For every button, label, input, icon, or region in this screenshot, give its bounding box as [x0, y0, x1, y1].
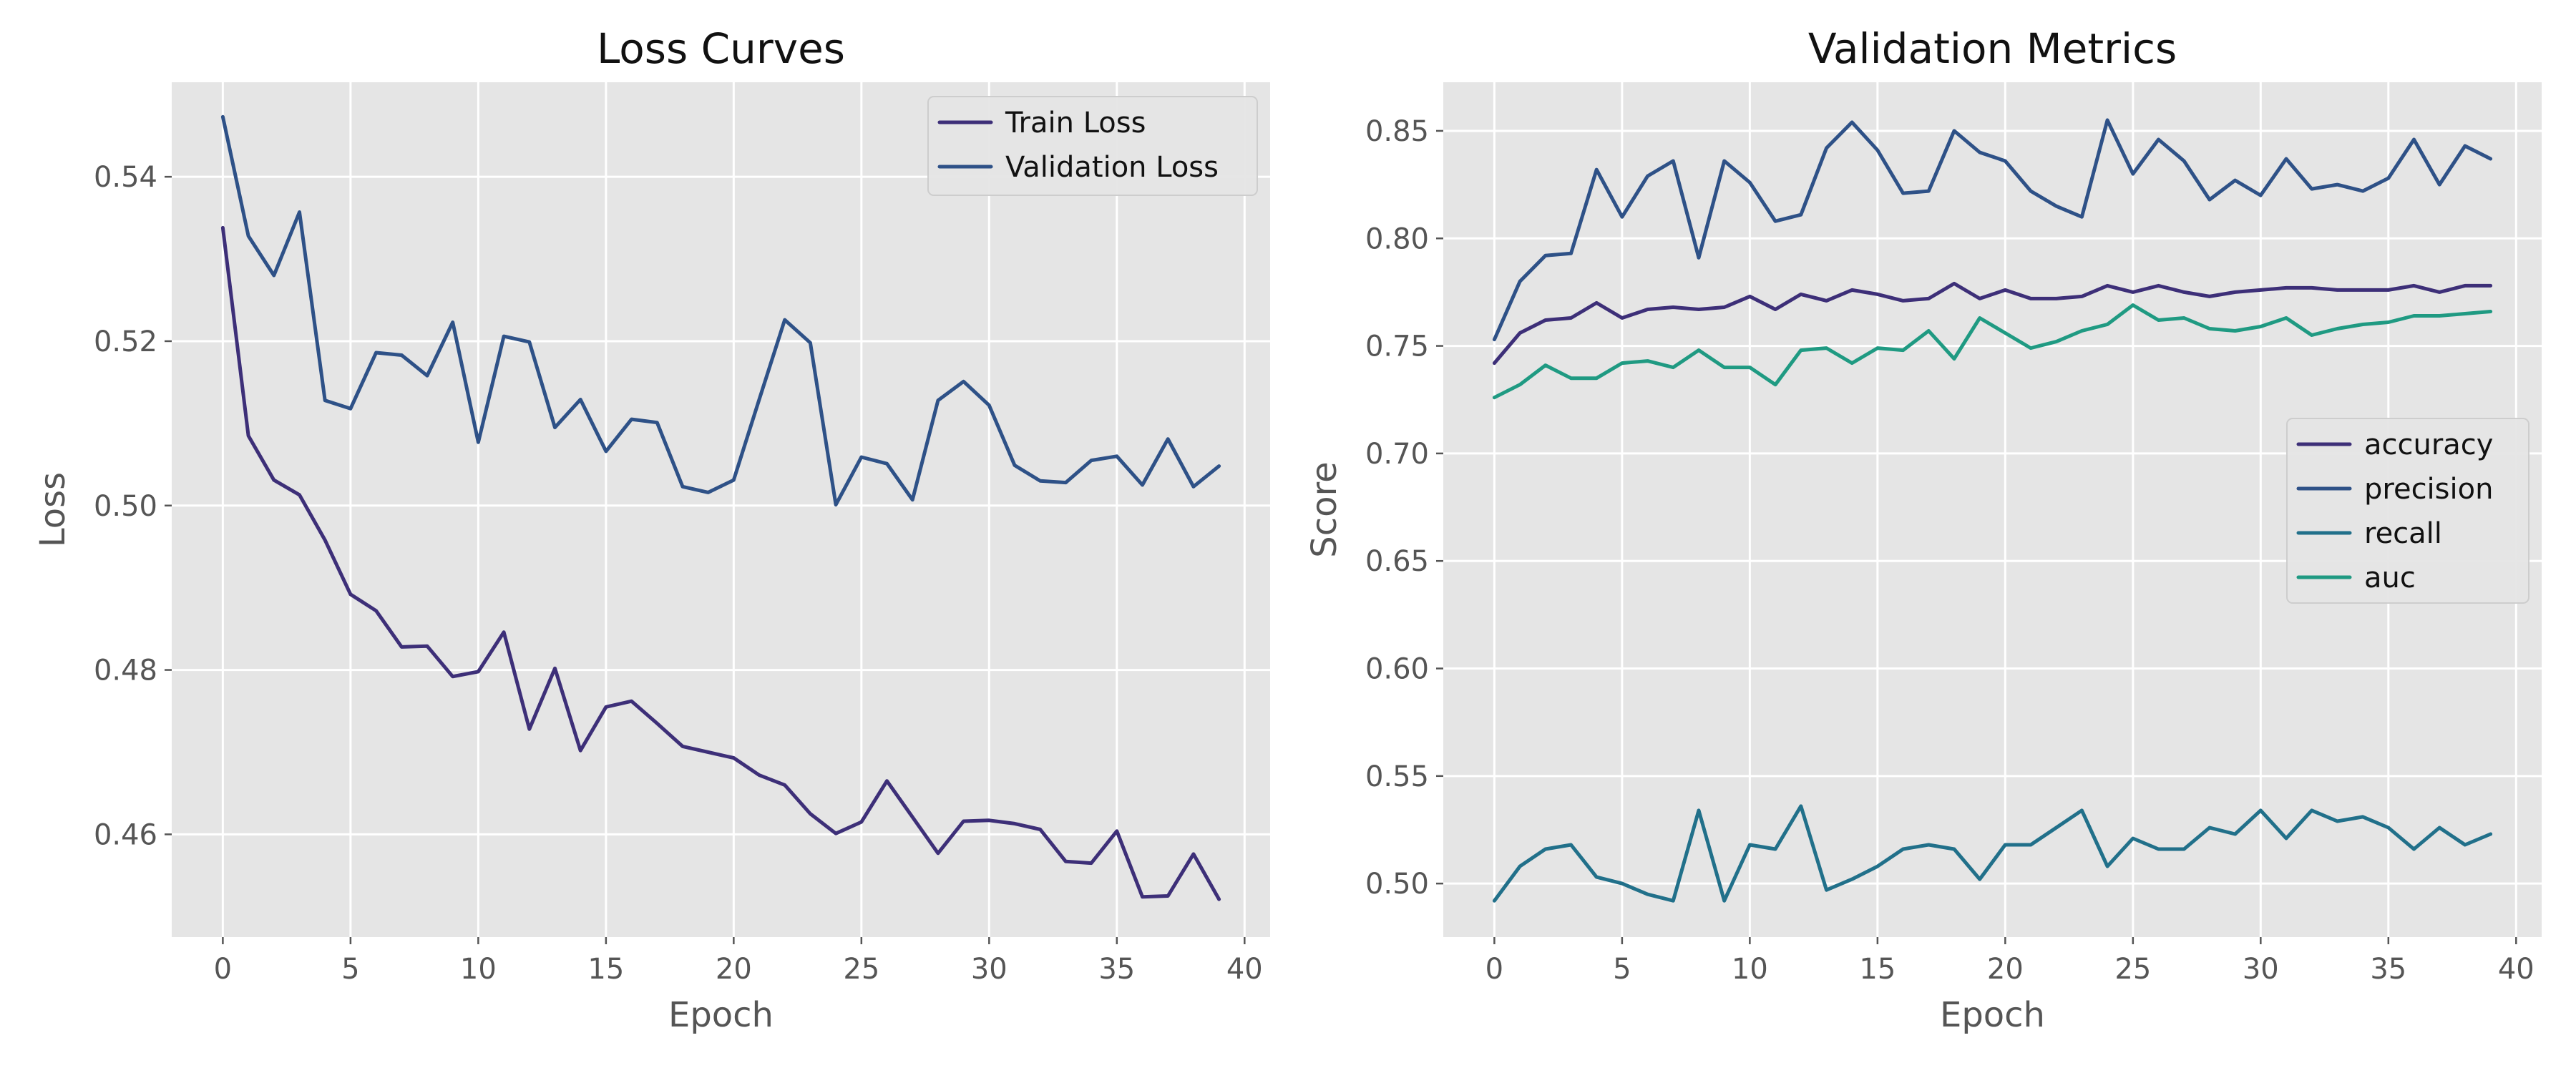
- x-tick-label: 15: [587, 953, 624, 986]
- legend-label: precision: [2364, 473, 2493, 506]
- x-tick-label: 10: [1732, 953, 1768, 986]
- y-tick-label: 0.55: [1365, 760, 1429, 793]
- legend: accuracy precision recall auc: [2286, 418, 2529, 604]
- y-tick-label: 0.52: [94, 325, 157, 358]
- y-tick-label: 0.48: [94, 655, 157, 687]
- y-tick-label: 0.80: [1365, 222, 1429, 255]
- y-tick-label: 0.65: [1365, 545, 1429, 578]
- loss-curves-chart: 0 5 10 15 20 25 30 35 40 0.46 0.48 0.50 0.52 0.54 Loss…: [33, 24, 1270, 1035]
- validation-metrics-chart: 0 5 10 15 20 25 30 35 40 0.50 0.55 0.60 0.65 0.70 0.75…: [1304, 24, 2542, 1035]
- legend-box: [927, 96, 1258, 196]
- y-tick-label: 0.50: [1365, 868, 1429, 901]
- x-tick-label: 35: [2370, 953, 2406, 986]
- x-axis-label: Epoch: [668, 995, 774, 1035]
- legend-label: auc: [2364, 562, 2416, 594]
- x-tick-label: 0: [214, 953, 232, 986]
- chart-title: Loss Curves: [597, 24, 845, 73]
- y-axis-label: Score: [1304, 461, 1345, 557]
- legend-label: accuracy: [2364, 428, 2493, 461]
- x-axis-label: Epoch: [1940, 995, 2045, 1035]
- legend-label: Validation Loss: [1005, 151, 1219, 184]
- x-tick-label: 5: [341, 953, 359, 986]
- series-line-train-loss: [220, 225, 1221, 901]
- x-tick-label: 30: [971, 953, 1008, 986]
- x-tick-label: 40: [2498, 953, 2534, 986]
- series-line-auc: [1492, 303, 2493, 400]
- y-tick-label: 0.85: [1365, 115, 1429, 148]
- x-tick-label: 10: [460, 953, 497, 986]
- y-tick-label: 0.75: [1365, 330, 1429, 363]
- x-tick-label: 40: [1226, 953, 1263, 986]
- x-tick-label: 5: [1613, 953, 1631, 986]
- x-tick-label: 25: [2114, 953, 2151, 986]
- y-tick-label: 0.54: [94, 161, 157, 194]
- x-tick-label: 25: [843, 953, 879, 986]
- legend-label: Train Loss: [1005, 107, 1146, 139]
- chart-title: Validation Metrics: [1808, 24, 2177, 73]
- series-line-precision: [1492, 118, 2493, 342]
- y-tick-label: 0.60: [1365, 653, 1429, 686]
- legend: Train Loss Validation Loss: [927, 96, 1258, 196]
- legend-box: [2286, 418, 2529, 604]
- x-tick-label: 15: [1859, 953, 1896, 986]
- y-tick-label: 0.70: [1365, 438, 1429, 471]
- x-tick-label: 0: [1485, 953, 1503, 986]
- x-tick-label: 30: [2243, 953, 2279, 986]
- series-line-recall: [1492, 804, 2493, 903]
- plot-area: [172, 82, 1270, 937]
- x-tick-label: 35: [1098, 953, 1135, 986]
- x-tick-label: 20: [1987, 953, 2024, 986]
- y-tick-label: 0.50: [94, 490, 157, 523]
- series-line-accuracy: [1492, 281, 2493, 366]
- y-tick-label: 0.46: [94, 818, 157, 851]
- y-axis-label: Loss: [33, 472, 73, 547]
- series-line-validation-loss: [220, 114, 1221, 507]
- legend-label: recall: [2364, 517, 2442, 550]
- x-tick-label: 20: [716, 953, 752, 986]
